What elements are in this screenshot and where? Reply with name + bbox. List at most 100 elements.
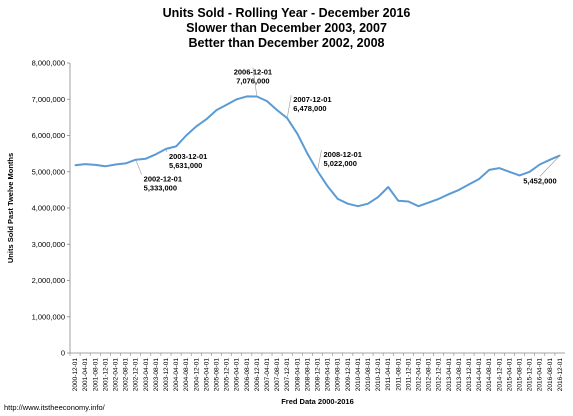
x-tick-label: 2001-04-01: [82, 358, 89, 392]
x-tick-label: 2014-08-01: [486, 358, 493, 392]
data-point: [145, 158, 147, 160]
x-tick-label: 2016-12-01: [557, 358, 564, 392]
data-point: [155, 153, 157, 155]
data-point: [236, 98, 238, 100]
data-point: [539, 163, 541, 166]
annotation-leader: [317, 149, 322, 172]
annotation-value: 6,478,000: [293, 104, 326, 113]
x-tick-label: 2003-08-01: [153, 358, 160, 392]
x-tick-label: 2015-04-01: [506, 358, 513, 392]
annotation-leader: [135, 159, 142, 175]
data-point: [387, 186, 389, 188]
x-tick-label: 2004-08-01: [183, 358, 190, 392]
source-url: http://www.itstheeconomy.info/: [4, 403, 106, 412]
annotation-date: 2003-12-01: [169, 152, 207, 161]
data-point: [407, 200, 410, 203]
data-point: [478, 178, 480, 180]
annotation-value: 5,333,000: [144, 184, 177, 193]
data-point: [296, 133, 298, 135]
data-point: [266, 100, 268, 102]
data-point: [377, 196, 379, 198]
x-tick-label: 2002-04-01: [112, 358, 119, 392]
data-point: [549, 159, 551, 161]
x-tick-label: 2010-08-01: [365, 358, 372, 392]
y-tick-label: 3,000,000: [32, 240, 65, 249]
x-tick-label: 2016-04-01: [537, 358, 544, 392]
x-tick-label: 2002-12-01: [133, 358, 140, 392]
y-tick-label: 6,000,000: [32, 131, 65, 140]
annotation-value: 5,631,000: [169, 161, 202, 170]
annotation-leader: [165, 148, 168, 152]
x-tick-label: 2007-12-01: [284, 358, 291, 392]
x-tick-label: 2006-08-01: [244, 358, 251, 392]
data-point: [468, 183, 470, 186]
data-point: [337, 198, 339, 200]
x-tick-label: 2011-12-01: [405, 358, 412, 391]
x-tick-label: 2010-04-01: [355, 358, 362, 392]
x-tick-label: 2012-04-01: [416, 358, 423, 392]
x-tick-label: 2012-08-01: [426, 358, 433, 392]
chart-subtitle-1: Slower than December 2003, 2007: [186, 21, 387, 35]
data-point: [246, 95, 248, 97]
data-point: [357, 205, 359, 207]
annotation-date: 2002-12-01: [144, 175, 182, 184]
data-point: [195, 125, 197, 128]
data-point: [458, 189, 460, 191]
x-tick-label: 2004-04-01: [173, 358, 180, 392]
x-tick-label: 2015-12-01: [527, 358, 534, 392]
x-tick-label: 2007-04-01: [264, 358, 271, 392]
data-point: [397, 200, 399, 202]
x-tick-label: 2009-04-01: [325, 358, 332, 392]
data-point: [205, 118, 207, 120]
data-point: [327, 185, 329, 187]
x-tick-label: 2002-08-01: [123, 358, 130, 392]
data-point: [114, 163, 117, 166]
data-point: [225, 104, 228, 106]
x-tick-label: 2008-12-01: [315, 358, 322, 392]
y-tick-label: 2,000,000: [32, 276, 65, 285]
x-tick-label: 2005-04-01: [203, 358, 210, 392]
data-point: [367, 203, 369, 205]
x-tick-label: 2009-08-01: [335, 358, 342, 392]
data-point: [94, 164, 96, 166]
annotation-value: 7,076,000: [236, 76, 269, 85]
data-point: [428, 201, 430, 204]
x-tick-label: 2013-04-01: [446, 358, 453, 392]
x-tick-label: 2001-08-01: [92, 358, 99, 392]
y-tick-label: 8,000,000: [32, 59, 65, 68]
x-tick-label: 2006-12-01: [254, 358, 261, 392]
x-tick-label: 2000-12-01: [72, 358, 79, 392]
x-tick-label: 2016-08-01: [547, 358, 554, 392]
y-tick-label: 7,000,000: [32, 95, 65, 104]
data-point: [276, 109, 278, 111]
data-point: [124, 162, 127, 165]
x-tick-label: 2015-08-01: [517, 358, 524, 392]
data-point: [215, 109, 218, 111]
x-tick-label: 2011-08-01: [395, 358, 402, 391]
annotation-date: 2007-12-01: [293, 95, 331, 104]
x-tick-label: 2010-12-01: [375, 358, 382, 392]
annotation-date: 2006-12-01: [234, 67, 272, 76]
y-tick-label: 1,000,000: [32, 312, 65, 321]
y-tick-label: 5,000,000: [32, 167, 65, 176]
x-tick-label: 2004-12-01: [193, 358, 200, 392]
data-point: [175, 145, 177, 147]
y-tick-label: 4,000,000: [32, 204, 65, 213]
x-tick-label: 2008-08-01: [304, 358, 311, 392]
data-point: [488, 169, 490, 171]
y-tick-label: 0: [61, 349, 65, 358]
annotation-date: 2008-12-01: [324, 150, 362, 159]
x-tick-label: 2006-04-01: [234, 358, 241, 392]
data-point: [104, 165, 106, 167]
x-tick-label: 2003-04-01: [143, 358, 150, 392]
annotation-value: 5,452,000: [523, 176, 556, 185]
x-tick-label: 2007-08-01: [274, 358, 281, 392]
x-axis-label: Fred Data 2000-2016: [281, 397, 354, 406]
chart-title: Units Sold - Rolling Year - December 201…: [162, 6, 411, 20]
annotation-value: 5,022,000: [324, 159, 357, 168]
x-tick-label: 2003-12-01: [163, 358, 170, 392]
data-point: [417, 205, 420, 207]
x-tick-label: 2013-08-01: [456, 358, 463, 392]
